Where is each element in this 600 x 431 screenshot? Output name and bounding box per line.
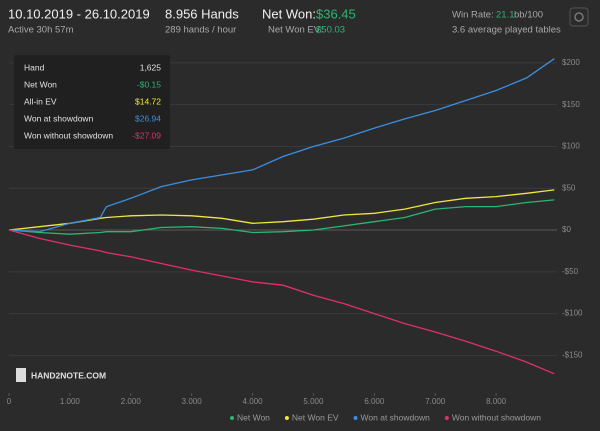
win-rate-unit: bb/100: [514, 10, 543, 21]
y-tick-label: -$100: [562, 309, 583, 318]
legend-swatch: [230, 416, 234, 420]
y-tick-label: $100: [562, 142, 580, 151]
legend-swatch: [444, 416, 449, 420]
tooltip-label: Won at showdown: [24, 113, 94, 123]
legend-label: Net Won EV: [292, 412, 339, 422]
win-rate-label: Win Rate:: [452, 10, 494, 21]
x-tick-label: 5.000: [303, 397, 324, 406]
settings-icon[interactable]: [569, 7, 589, 27]
y-tick-label: $50: [562, 183, 576, 192]
tooltip-label: Won without showdown: [24, 130, 113, 140]
tooltip: Hand 1,625 Net Won -$0.15 All-in EV $14.72 Won…: [14, 55, 170, 149]
net-won-ev-label: Net Won EV:: [268, 25, 322, 36]
legend-swatch: [353, 416, 358, 420]
x-tick-label: 7.000: [425, 397, 446, 406]
series-line: [8, 229, 555, 375]
tooltip-value: 1,625: [140, 62, 162, 72]
legend-label: Won at showdown: [361, 412, 431, 422]
y-tick-label: -$150: [562, 351, 583, 360]
x-tick-label: 8.000: [486, 397, 507, 406]
x-tick-label: 2.000: [121, 397, 142, 406]
tooltip-label: Net Won: [24, 79, 57, 89]
net-won-ev-value: $50.03: [316, 25, 345, 36]
legend-label: Won without showdown: [452, 412, 541, 422]
logo-text: HAND2NOTE.COM: [31, 370, 106, 380]
x-tick-label: 3.000: [182, 397, 203, 406]
net-won-label: Net Won:: [262, 6, 316, 21]
logo: HAND2NOTE.COM: [16, 368, 106, 382]
series-line: [8, 58, 555, 233]
win-rate-value: 21.1: [496, 10, 515, 21]
series-line: [8, 189, 555, 231]
tooltip-value: $26.94: [135, 113, 161, 123]
y-tick-label: $0: [562, 225, 571, 234]
y-tick-label: -$50: [562, 267, 579, 276]
tooltip-value: -$27.09: [132, 130, 161, 140]
y-tick-label: $200: [562, 58, 580, 67]
x-tick-label: 1.000: [60, 397, 81, 406]
tooltip-value: $14.72: [135, 96, 161, 106]
tooltip-label: All-in EV: [24, 96, 57, 106]
hands-rate: 289 hands / hour: [165, 25, 236, 36]
active-time: Active 30h 57m: [8, 25, 74, 36]
x-tick-label: 4.000: [243, 397, 264, 406]
x-tick-label: 6.000: [364, 397, 385, 406]
tables: 3.6 average played tables: [452, 25, 561, 36]
y-tick-label: $150: [562, 100, 580, 109]
date-range: 10.10.2019 - 26.10.2019: [8, 6, 150, 21]
hands: 8.956 Hands: [165, 6, 239, 21]
series-line: [8, 199, 555, 235]
legend-label: Net Won: [237, 412, 270, 422]
x-tick-label: 0: [7, 397, 12, 406]
tooltip-label: Hand: [24, 62, 45, 72]
tooltip-value: -$0.15: [137, 79, 161, 89]
net-won-value: $36.45: [316, 6, 356, 21]
legend-swatch: [284, 416, 289, 420]
